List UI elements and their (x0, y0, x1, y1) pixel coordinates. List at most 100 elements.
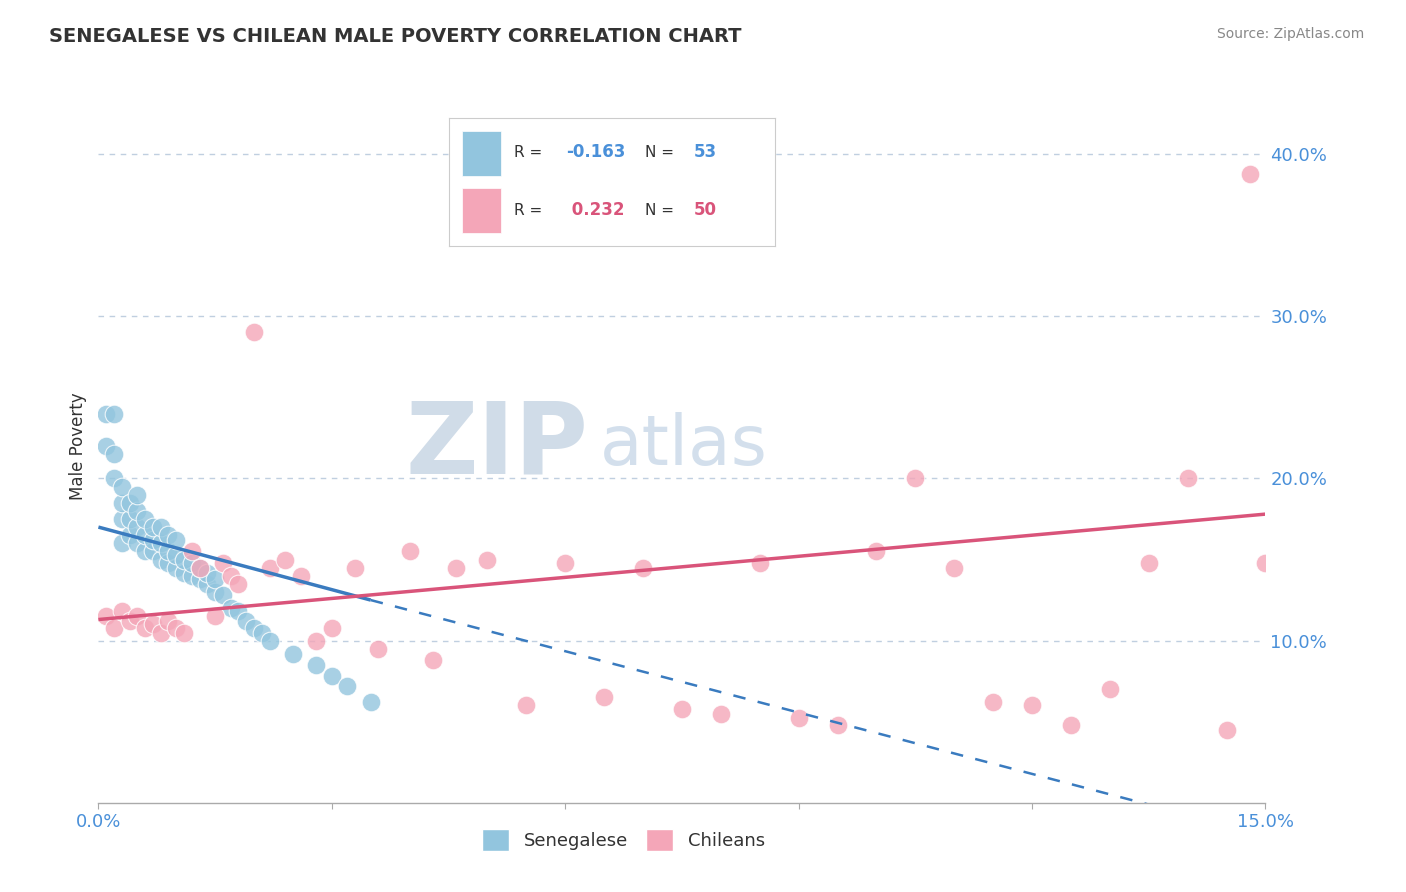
Point (367, 641, 389, 656)
Point (118, 496, 141, 510)
Point (165, 533, 187, 547)
Point (515, 698, 537, 713)
Point (274, 552, 297, 566)
Point (157, 614, 180, 628)
Point (134, 621, 156, 635)
Point (1215, 723, 1237, 737)
Point (157, 556, 180, 570)
Point (477, 552, 499, 566)
Point (118, 512, 141, 526)
Point (142, 520, 165, 534)
Point (127, 609, 149, 624)
Text: SENEGALESE VS CHILEAN MALE POVERTY CORRELATION CHART: SENEGALESE VS CHILEAN MALE POVERTY CORRE… (49, 27, 742, 45)
Point (671, 702, 693, 716)
Point (398, 544, 420, 558)
Point (103, 621, 125, 635)
Point (149, 552, 172, 566)
Point (111, 536, 134, 550)
Point (165, 560, 187, 574)
Point (360, 695, 382, 709)
Point (219, 601, 242, 615)
Point (149, 536, 172, 550)
Point (1098, 682, 1121, 697)
Point (259, 633, 281, 648)
Point (118, 528, 141, 542)
Y-axis label: Male Poverty: Male Poverty (69, 392, 87, 500)
Point (195, 577, 218, 591)
Point (212, 588, 235, 602)
Point (228, 577, 250, 591)
Point (173, 566, 195, 580)
Point (142, 544, 165, 558)
Point (1239, 167, 1261, 181)
Point (118, 614, 141, 628)
Point (165, 548, 187, 562)
Point (180, 568, 202, 582)
Point (250, 625, 273, 640)
Point (827, 718, 849, 732)
Point (188, 560, 211, 574)
Point (165, 621, 187, 635)
Point (865, 544, 887, 558)
Point (195, 566, 218, 580)
Point (422, 653, 444, 667)
Point (127, 536, 149, 550)
Point (149, 520, 172, 534)
Point (1060, 718, 1083, 732)
Point (188, 560, 211, 574)
Point (142, 617, 165, 632)
Point (188, 572, 211, 586)
Point (631, 560, 654, 574)
Point (1021, 698, 1043, 713)
Point (180, 544, 202, 558)
Point (103, 471, 125, 485)
Point (103, 407, 125, 421)
Point (204, 609, 226, 624)
Point (235, 614, 257, 628)
Point (787, 711, 810, 725)
Point (127, 520, 149, 534)
Point (134, 544, 156, 558)
Point (157, 528, 180, 542)
Point (904, 471, 927, 485)
Point (321, 669, 343, 683)
Text: ZIP: ZIP (406, 398, 589, 494)
Point (943, 560, 966, 574)
Point (111, 496, 134, 510)
Point (127, 504, 149, 518)
Point (281, 647, 304, 661)
Point (259, 560, 281, 574)
Point (173, 552, 195, 566)
Point (1177, 471, 1199, 485)
Point (219, 568, 242, 582)
Point (290, 568, 312, 582)
Point (149, 625, 172, 640)
Text: Source: ZipAtlas.com: Source: ZipAtlas.com (1216, 27, 1364, 41)
Point (111, 604, 134, 618)
Point (228, 604, 250, 618)
Point (212, 556, 235, 570)
Point (111, 479, 134, 493)
Point (204, 572, 226, 586)
Point (157, 544, 180, 558)
Legend: Senegalese, Chileans: Senegalese, Chileans (475, 822, 772, 858)
Point (336, 679, 359, 693)
Point (142, 533, 165, 547)
Point (710, 706, 733, 721)
Point (1137, 556, 1160, 570)
Text: atlas: atlas (600, 412, 768, 480)
Point (305, 657, 328, 672)
Point (243, 326, 266, 340)
Point (180, 556, 202, 570)
Point (111, 512, 134, 526)
Point (127, 488, 149, 502)
Point (204, 585, 226, 599)
Point (243, 621, 266, 635)
Point (554, 556, 576, 570)
Point (96, 609, 118, 624)
Point (173, 625, 195, 640)
Point (134, 512, 156, 526)
Point (1254, 556, 1277, 570)
Point (344, 560, 367, 574)
Point (981, 695, 1004, 709)
